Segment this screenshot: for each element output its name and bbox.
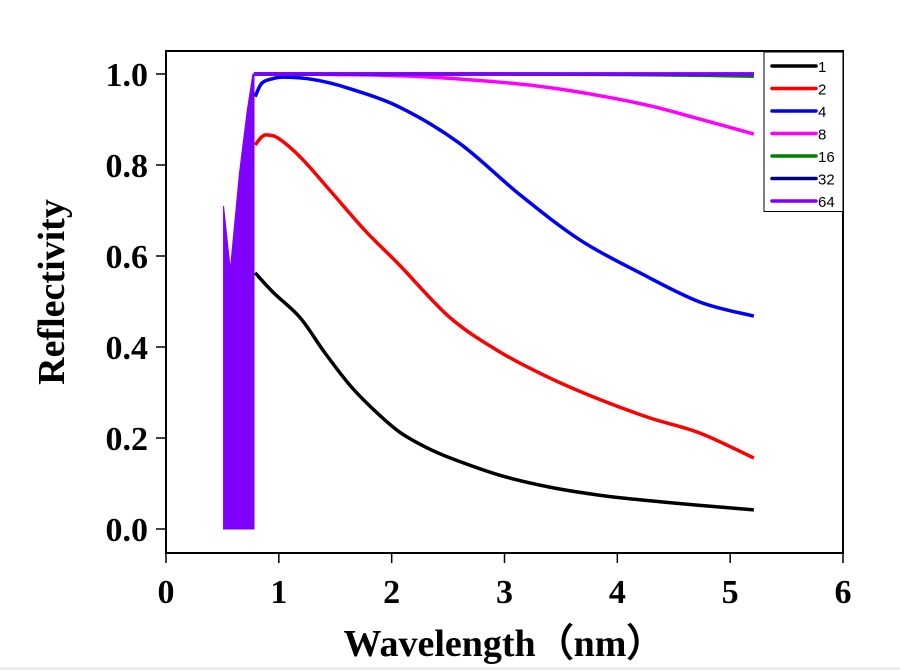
series-line-1	[253, 271, 755, 512]
x-axis-title: Wavelength（nm）	[344, 623, 665, 665]
series-line-2	[253, 133, 755, 460]
x-tick-label: 2	[383, 574, 400, 611]
legend-label: 8	[818, 127, 826, 144]
plot-area	[223, 72, 755, 530]
x-axis: 0 1 2 3 4 5 6	[158, 553, 852, 611]
series-line-4	[253, 75, 755, 318]
legend-label: 64	[818, 194, 835, 211]
x-tick-label: 0	[158, 574, 175, 611]
oscillation-region	[223, 73, 255, 530]
x-tick-label: 1	[270, 574, 287, 611]
y-tick-label: 0.6	[106, 239, 149, 276]
legend-label: 32	[818, 172, 835, 189]
y-axis-title: Reflectivity	[31, 199, 73, 385]
window-bottom-border	[0, 667, 900, 670]
y-tick-label: 0.0	[106, 512, 149, 549]
y-tick-label: 0.4	[106, 330, 149, 367]
x-tick-label: 6	[835, 574, 852, 611]
legend: 1 2 4 8 16 32 64	[763, 51, 844, 212]
x-tick-label: 5	[722, 574, 739, 611]
y-tick-label: 1.0	[106, 57, 149, 94]
x-tick-label: 3	[496, 574, 513, 611]
x-tick-label: 4	[609, 574, 626, 611]
legend-label: 16	[818, 149, 835, 166]
oscillation-fill	[223, 73, 255, 530]
series-lines	[253, 72, 755, 512]
y-tick-label: 0.2	[106, 421, 149, 458]
y-tick-label: 0.8	[106, 148, 149, 185]
legend-label: 1	[818, 59, 826, 76]
y-axis: 0.0 0.2 0.4 0.6 0.8 1.0	[106, 57, 166, 549]
legend-label: 2	[818, 82, 826, 99]
legend-label: 4	[818, 104, 826, 121]
